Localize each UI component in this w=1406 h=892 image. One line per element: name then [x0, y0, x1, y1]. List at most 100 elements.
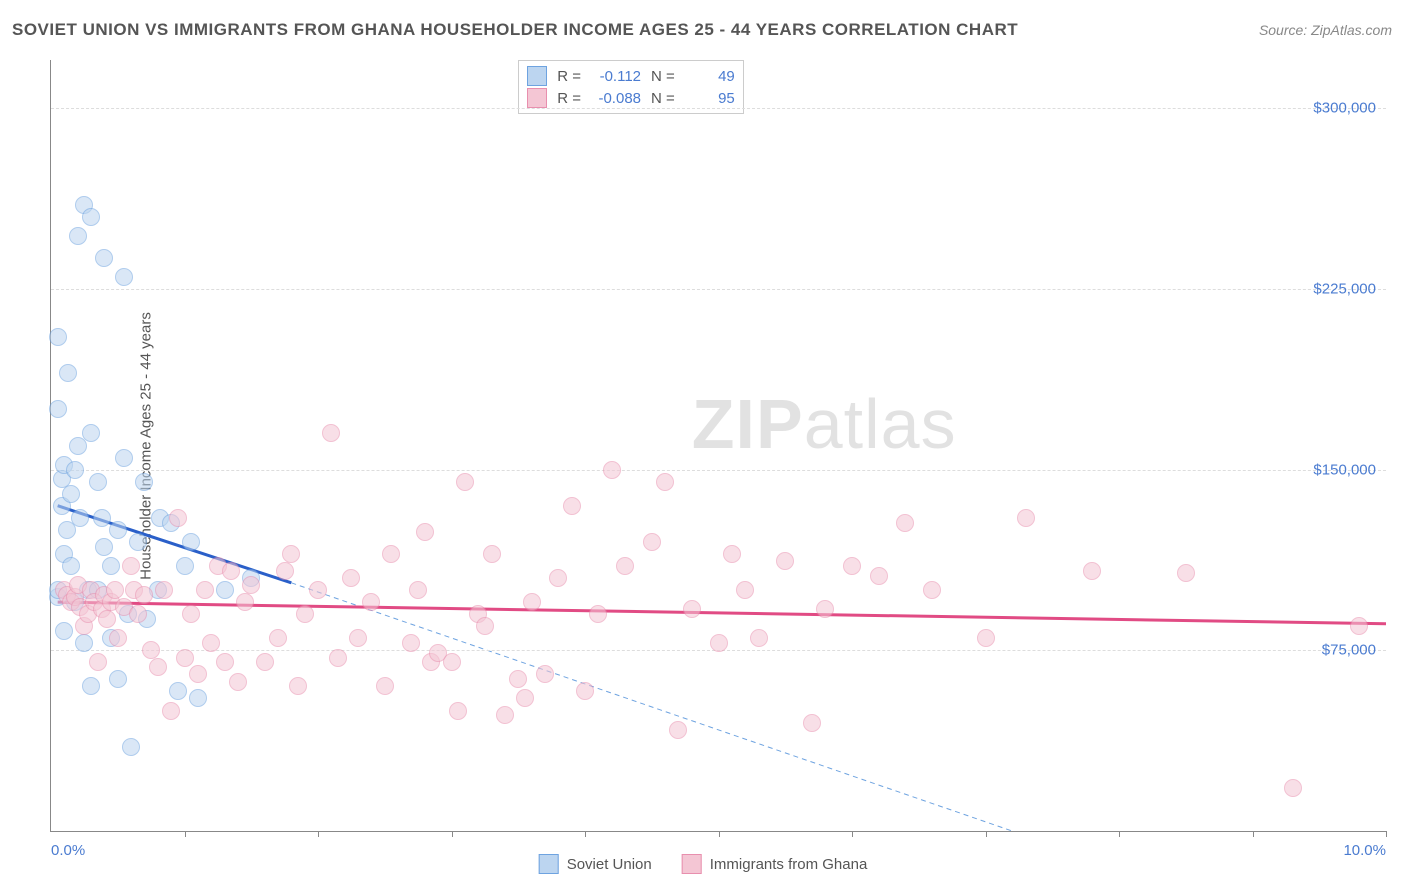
scatter-point	[296, 605, 314, 623]
x-tick	[1386, 831, 1387, 837]
scatter-point	[710, 634, 728, 652]
y-tick-label: $150,000	[1313, 461, 1376, 478]
scatter-point	[576, 682, 594, 700]
legend-item-ghana: Immigrants from Ghana	[682, 854, 868, 874]
stats-n-value-soviet: 49	[685, 68, 735, 85]
scatter-point	[62, 485, 80, 503]
scatter-point	[59, 364, 77, 382]
scatter-point	[49, 328, 67, 346]
scatter-point	[196, 581, 214, 599]
scatter-point	[1083, 562, 1101, 580]
scatter-point	[669, 721, 687, 739]
scatter-point	[102, 557, 120, 575]
scatter-point	[402, 634, 420, 652]
swatch-soviet	[527, 66, 547, 86]
scatter-point	[276, 562, 294, 580]
scatter-point	[736, 581, 754, 599]
scatter-point	[62, 557, 80, 575]
x-tick	[1119, 831, 1120, 837]
scatter-point	[109, 670, 127, 688]
scatter-point	[169, 509, 187, 527]
scatter-point	[683, 600, 701, 618]
scatter-point	[449, 702, 467, 720]
scatter-point	[189, 689, 207, 707]
scatter-point	[656, 473, 674, 491]
scatter-point	[149, 658, 167, 676]
scatter-point	[382, 545, 400, 563]
scatter-point	[977, 629, 995, 647]
legend-swatch-soviet	[539, 854, 559, 874]
scatter-point	[98, 610, 116, 628]
stats-n-label: N =	[651, 90, 675, 107]
scatter-point	[723, 545, 741, 563]
swatch-ghana	[527, 88, 547, 108]
scatter-point	[456, 473, 474, 491]
scatter-point	[776, 552, 794, 570]
scatter-point	[870, 567, 888, 585]
scatter-point	[329, 649, 347, 667]
scatter-point	[155, 581, 173, 599]
stats-r-label: R =	[557, 68, 581, 85]
scatter-point	[75, 634, 93, 652]
scatter-point	[115, 268, 133, 286]
scatter-point	[122, 557, 140, 575]
watermark-bold: ZIP	[692, 385, 804, 463]
scatter-point	[843, 557, 861, 575]
x-tick	[719, 831, 720, 837]
gridline-h	[51, 108, 1386, 109]
y-tick-label: $75,000	[1322, 642, 1376, 659]
scatter-point	[896, 514, 914, 532]
scatter-point	[71, 509, 89, 527]
y-tick-label: $300,000	[1313, 100, 1376, 117]
scatter-point	[362, 593, 380, 611]
correlation-stats-box: R = -0.112 N = 49 R = -0.088 N = 95	[518, 60, 744, 114]
scatter-point	[109, 629, 127, 647]
scatter-point	[376, 677, 394, 695]
scatter-point	[115, 449, 133, 467]
scatter-point	[1284, 779, 1302, 797]
scatter-point	[322, 424, 340, 442]
scatter-point	[89, 653, 107, 671]
scatter-point	[416, 523, 434, 541]
scatter-point	[409, 581, 427, 599]
scatter-point	[923, 581, 941, 599]
scatter-point	[216, 653, 234, 671]
scatter-point	[89, 473, 107, 491]
scatter-point	[516, 689, 534, 707]
series-legend: Soviet Union Immigrants from Ghana	[539, 854, 868, 874]
scatter-point	[122, 738, 140, 756]
scatter-point	[750, 629, 768, 647]
scatter-point	[256, 653, 274, 671]
scatter-point	[803, 714, 821, 732]
x-tick-label-max: 10.0%	[1343, 842, 1386, 859]
scatter-point	[189, 665, 207, 683]
scatter-point	[135, 473, 153, 491]
trend-lines-layer	[51, 60, 1386, 831]
stats-row-soviet: R = -0.112 N = 49	[527, 65, 735, 87]
scatter-point	[509, 670, 527, 688]
scatter-point	[476, 617, 494, 635]
scatter-point	[82, 208, 100, 226]
scatter-point	[536, 665, 554, 683]
scatter-point	[309, 581, 327, 599]
scatter-point	[242, 576, 260, 594]
stats-r-value-ghana: -0.088	[591, 90, 641, 107]
x-tick	[185, 831, 186, 837]
chart-title: SOVIET UNION VS IMMIGRANTS FROM GHANA HO…	[12, 20, 1018, 40]
scatter-point	[443, 653, 461, 671]
scatter-point	[202, 634, 220, 652]
scatter-point	[216, 581, 234, 599]
scatter-point	[93, 509, 111, 527]
stats-r-label: R =	[557, 90, 581, 107]
scatter-point	[229, 673, 247, 691]
scatter-point	[816, 600, 834, 618]
scatter-point	[236, 593, 254, 611]
scatter-point	[282, 545, 300, 563]
scatter-point	[176, 649, 194, 667]
y-tick-label: $225,000	[1313, 280, 1376, 297]
x-tick	[986, 831, 987, 837]
x-tick	[852, 831, 853, 837]
scatter-point	[142, 641, 160, 659]
scatter-point	[643, 533, 661, 551]
scatter-point	[496, 706, 514, 724]
